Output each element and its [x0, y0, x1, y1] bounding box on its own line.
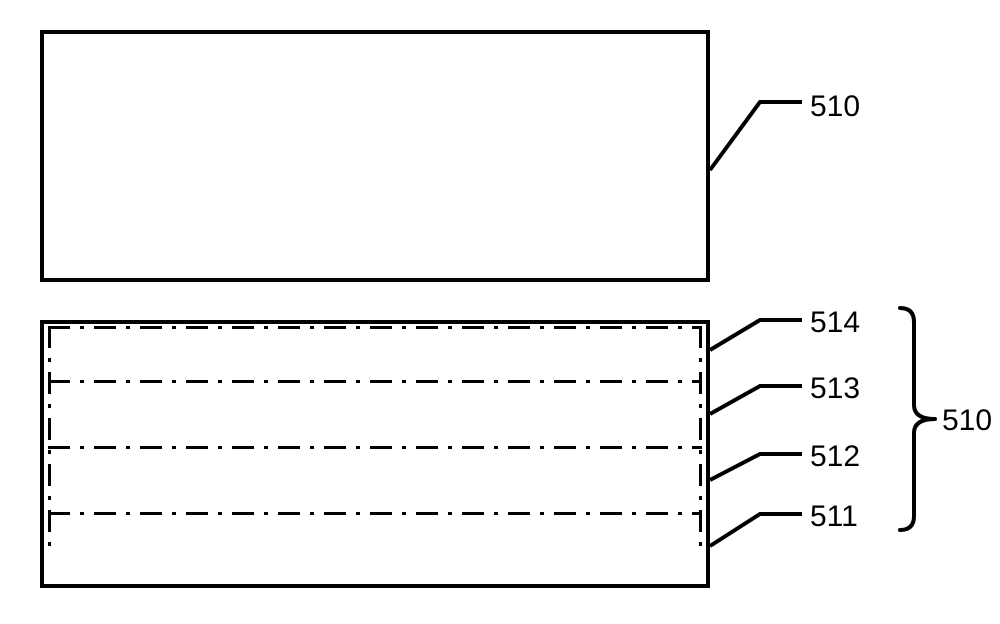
label-511: 511	[810, 500, 858, 534]
bottom-layer-box	[40, 320, 710, 588]
inner-divider-3	[48, 512, 702, 515]
label-top-510: 510	[810, 90, 860, 124]
inner-divider-1	[48, 380, 702, 383]
label-512: 512	[810, 440, 860, 474]
inner-divider-2	[48, 446, 702, 449]
top-layer-box	[40, 30, 710, 282]
label-514: 514	[810, 306, 860, 340]
label-513: 513	[810, 372, 860, 406]
label-group-510: 510	[942, 404, 992, 438]
layer-diagram: 510 514 513 512 511 510	[40, 30, 960, 600]
inner-dashed-top	[48, 326, 702, 329]
